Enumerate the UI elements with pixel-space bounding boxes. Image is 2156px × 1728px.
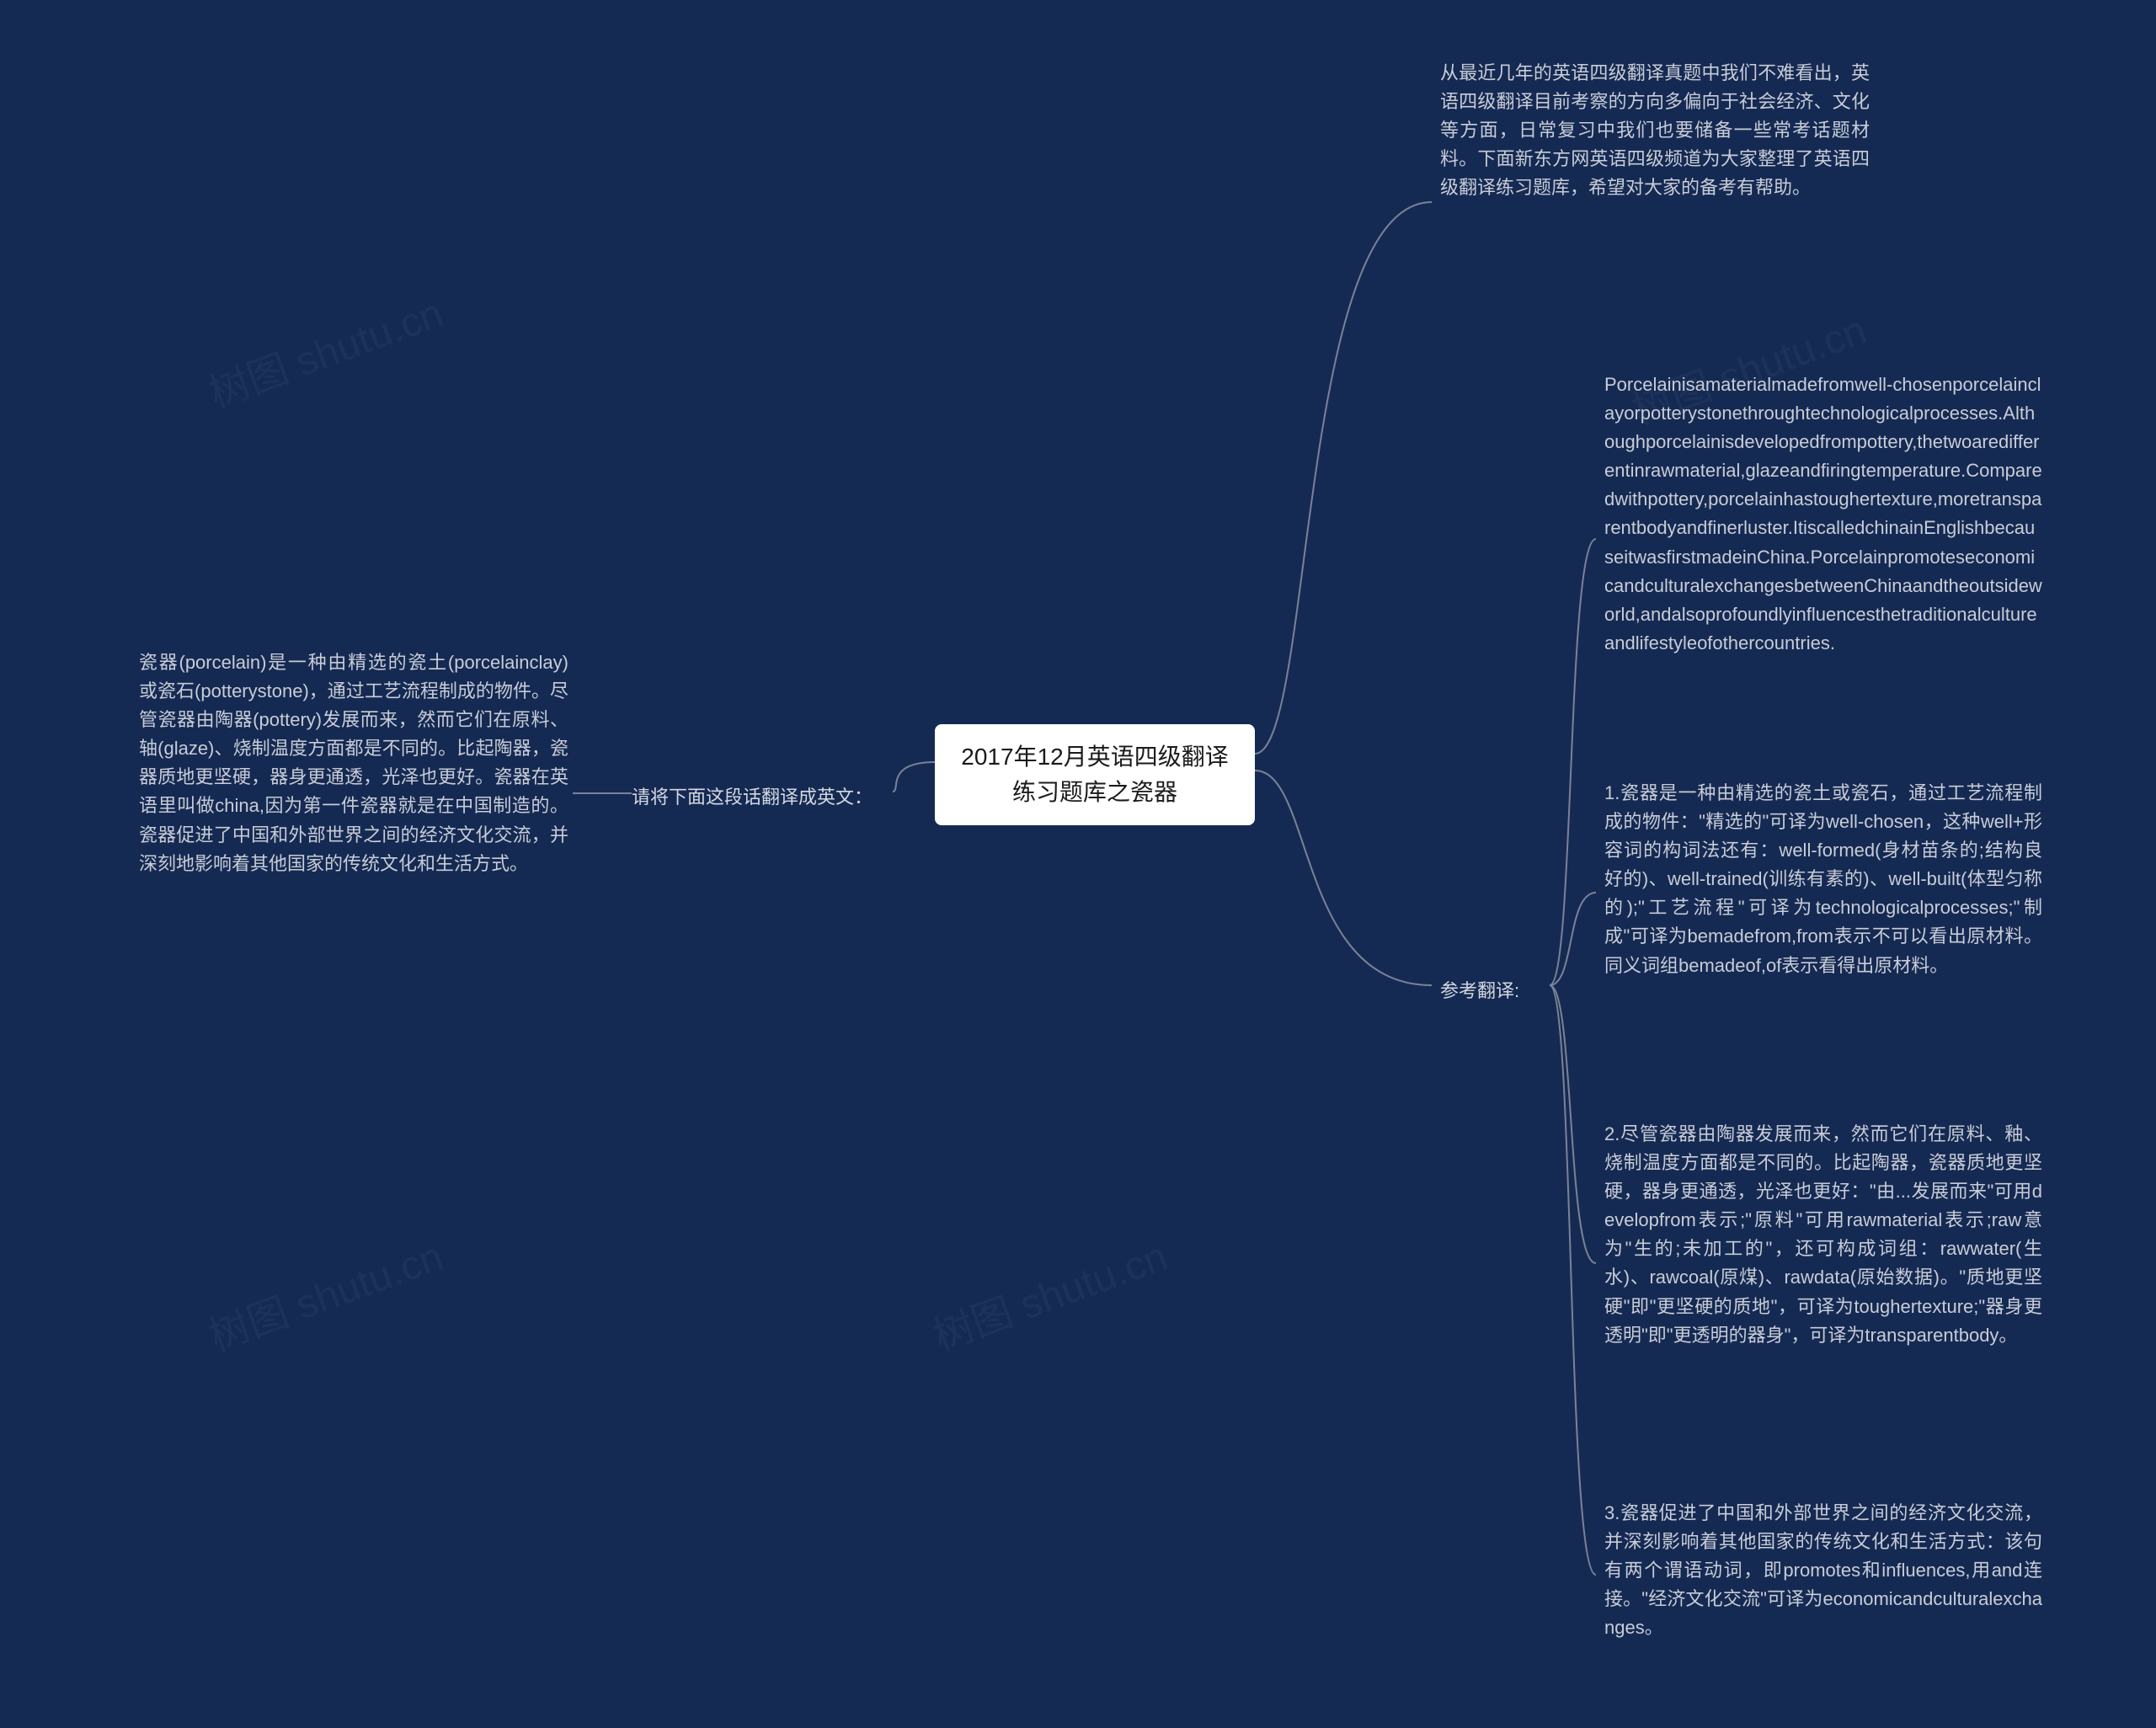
connector-path	[1550, 893, 1596, 985]
center-node: 2017年12月英语四级翻译 练习题库之瓷器	[935, 724, 1255, 825]
watermark: 树图 shutu.cn	[924, 1223, 1174, 1362]
ref-item-3: 3.瓷器促进了中国和外部世界之间的经济文化交流，并深刻影响着其他国家的传统文化和…	[1604, 1499, 2042, 1642]
connector-path	[1255, 771, 1432, 985]
left-passage: 瓷器(porcelain)是一种由精选的瓷土(porcelainclay)或瓷石…	[139, 648, 568, 878]
left-label: 请将下面这段话翻译成英文：	[632, 783, 901, 812]
watermark: 树图 shutu.cn	[200, 1223, 450, 1362]
right-intro: 从最近几年的英语四级翻译真题中我们不难看出，英语四级翻译目前考察的方向多偏向于社…	[1440, 59, 1870, 202]
connector-path	[1255, 202, 1432, 754]
center-title-line1: 2017年12月英语四级翻译	[955, 739, 1235, 775]
watermark: 树图 shutu.cn	[200, 280, 450, 419]
ref-label: 参考翻译:	[1440, 977, 1558, 1005]
connector-path	[1550, 539, 1596, 985]
center-title-line2: 练习题库之瓷器	[955, 775, 1235, 810]
ref-item-1: 1.瓷器是一种由精选的瓷土或瓷石，通过工艺流程制成的物件："精选的"可译为wel…	[1604, 779, 2042, 980]
connector-path	[1550, 985, 1596, 1263]
connector-path	[1550, 985, 1596, 1575]
ref-item-0: Porcelainisamaterialmadefromwell-chosenp…	[1604, 371, 2042, 658]
ref-item-2: 2.尽管瓷器由陶器发展而来，然而它们在原料、釉、烧制温度方面都是不同的。比起陶器…	[1604, 1120, 2042, 1350]
